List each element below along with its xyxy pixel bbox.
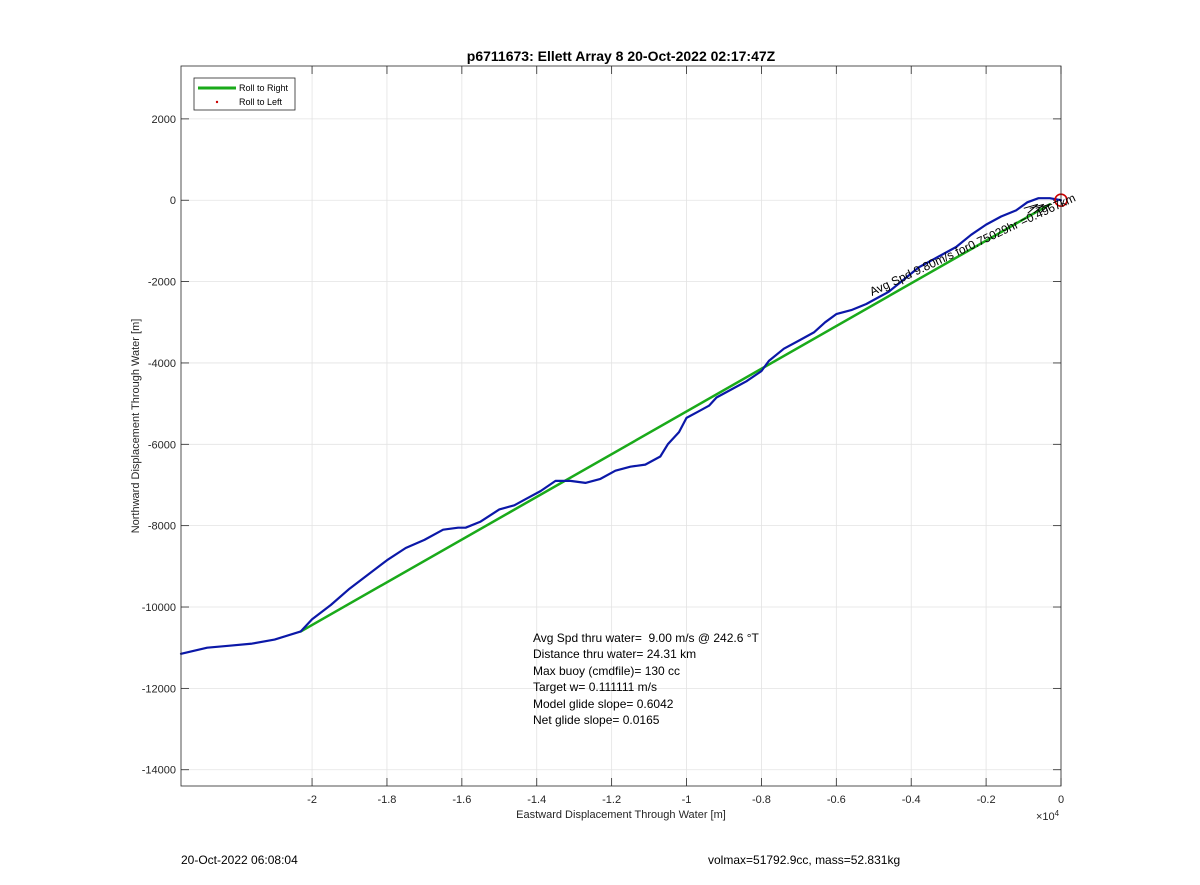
y-tick-label: -6000 bbox=[148, 439, 176, 451]
x-tick-label: -2 bbox=[307, 794, 317, 806]
x-axis-exponent: ×104 bbox=[1036, 809, 1060, 823]
x-tick-label: -1.4 bbox=[527, 794, 546, 806]
plot-area bbox=[181, 66, 1061, 786]
y-tick-label: -2000 bbox=[148, 277, 176, 289]
x-tick-label: -1.2 bbox=[602, 794, 621, 806]
stat-net-glide: Net glide slope= 0.0165 bbox=[533, 713, 660, 728]
data-series bbox=[179, 197, 1063, 655]
y-tick-label: -4000 bbox=[148, 358, 176, 370]
stat-model-glide: Model glide slope= 0.6042 bbox=[533, 696, 674, 711]
x-axis-ticks: -2 -1.8 -1.6 -1.4 -1.2 -1 -0.8 -0.6 -0.4 -0.2 0 bbox=[307, 66, 1064, 806]
stat-target-w: Target w= 0.111111 m/s bbox=[533, 680, 657, 695]
legend: Roll to Right Roll to Left bbox=[193, 77, 296, 111]
stat-avg-speed: Avg Spd thru water= 9.00 m/s @ 242.6 °T bbox=[533, 631, 759, 645]
y-axis-ticks: 2000 0 -2000 -4000 -6000 -8000 -10000 -12000 -14… bbox=[142, 114, 1061, 777]
x-tick-label: -1.8 bbox=[377, 794, 396, 806]
legend-label-roll-right: Roll to Right bbox=[239, 83, 289, 93]
x-tick-label: -0.4 bbox=[902, 794, 921, 806]
legend-box bbox=[193, 77, 296, 111]
y-tick-label: 2000 bbox=[152, 114, 176, 126]
x-axis-label: Eastward Displacement Through Water [m] bbox=[516, 809, 726, 821]
direction-arrow bbox=[1023, 203, 1039, 214]
direction-arrow bbox=[1035, 203, 1051, 214]
chart-title: p6711673: Ellett Array 8 20-Oct-2022 02:… bbox=[467, 48, 776, 64]
legend-label-roll-left: Roll to Left bbox=[239, 97, 283, 107]
stat-distance: Distance thru water= 24.31 km bbox=[533, 647, 697, 662]
footer-volmax-mass: volmax=51792.9cc, mass=52.831kg bbox=[708, 853, 901, 867]
stat-max-buoy: Max buoy (cmdfile)= 130 cc bbox=[533, 663, 681, 678]
y-tick-label: -12000 bbox=[142, 683, 176, 695]
x-tick-label: -1 bbox=[682, 794, 692, 806]
y-tick-label: -10000 bbox=[142, 602, 176, 614]
legend-marker-roll-left bbox=[215, 100, 219, 104]
plot-frame bbox=[180, 65, 1062, 787]
footer-timestamp: 20-Oct-2022 06:08:04 bbox=[181, 853, 298, 867]
y-tick-label: 0 bbox=[170, 195, 176, 207]
x-tick-label: -0.8 bbox=[752, 794, 771, 806]
y-tick-label: -8000 bbox=[148, 521, 176, 533]
series-line-roll-right bbox=[299, 203, 1052, 633]
x-tick-label: -0.6 bbox=[827, 794, 846, 806]
x-axis-exponent-base: ×10 bbox=[1036, 811, 1055, 823]
direction-arrow bbox=[1029, 203, 1045, 214]
y-tick-label: -14000 bbox=[142, 765, 176, 777]
stats-annotation: Avg Spd thru water= 9.00 m/s @ 242.6 °T … bbox=[533, 630, 759, 728]
x-tick-label: -0.2 bbox=[977, 794, 996, 806]
x-tick-label: 0 bbox=[1058, 794, 1064, 806]
series-line-track bbox=[179, 197, 1063, 655]
x-axis-exponent-power: 4 bbox=[1055, 809, 1060, 818]
x-tick-label: -1.6 bbox=[452, 794, 471, 806]
y-axis-label: Northward Displacement Through Water [m] bbox=[130, 319, 142, 534]
